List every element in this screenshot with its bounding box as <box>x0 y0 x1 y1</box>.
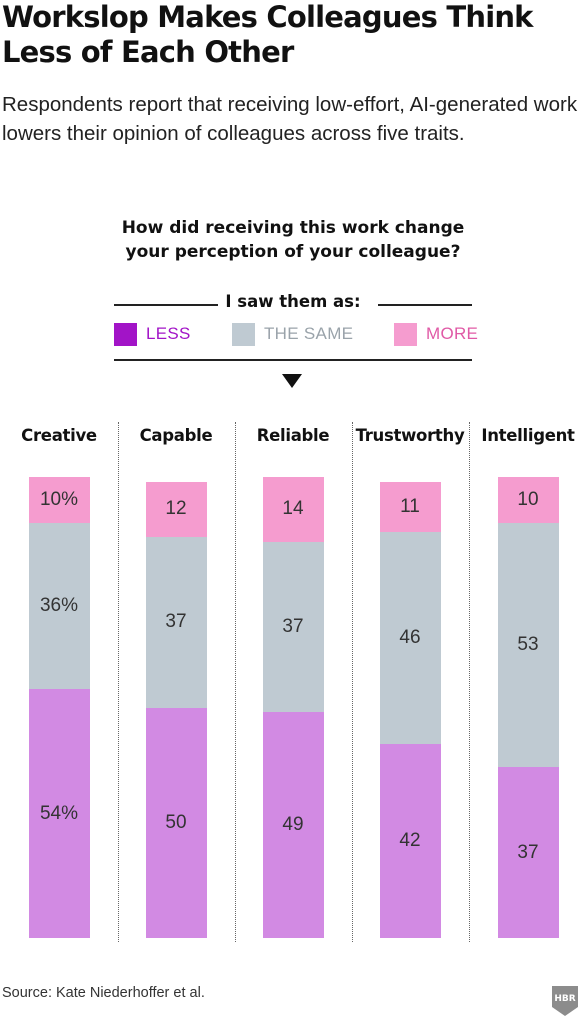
bar-segment-the-same <box>379 532 441 745</box>
legend-rule-left <box>114 304 218 306</box>
category-label-capable: Capable <box>139 426 213 445</box>
category-label-intelligent: Intelligent <box>481 426 575 445</box>
legend-swatch-more <box>394 322 417 346</box>
legend-item-less: LESS <box>114 322 191 346</box>
bar-segment-less <box>497 767 559 938</box>
bar-intelligent: 37 53 10 <box>497 477 559 938</box>
bar-trustworthy: 42 46 11 <box>379 477 441 938</box>
legend-item-more: MORE <box>394 322 478 346</box>
data-label: 14 <box>282 498 304 520</box>
source-note: Source: Kate Niederhoffer et al. <box>2 985 205 1001</box>
bar-segment-more <box>262 477 324 542</box>
hbr-logo: HBR <box>552 986 578 1016</box>
category-divider <box>352 422 353 942</box>
data-label: 37 <box>517 841 539 863</box>
down-arrow-icon <box>282 374 302 388</box>
bar-capable: 50 37 12 <box>145 477 207 938</box>
data-label: 42 <box>399 830 421 852</box>
data-label: 53 <box>517 634 539 656</box>
bar-segment-less <box>28 689 90 938</box>
bar-segment-the-same <box>145 536 207 708</box>
legend-label-more: MORE <box>426 324 479 343</box>
bar-segment-the-same <box>262 541 324 713</box>
category-label-trustworthy: Trustworthy <box>355 426 465 445</box>
bar-segment-the-same <box>497 523 559 768</box>
legend-label-less: LESS <box>146 324 191 343</box>
data-label: 10 <box>517 489 539 511</box>
data-label: 12 <box>165 498 187 520</box>
data-label: 46 <box>399 627 421 649</box>
bar-creative: 54% 36% 10% <box>28 477 90 938</box>
data-label: 37 <box>282 615 304 637</box>
bar-segment-more <box>145 481 207 537</box>
svg-text:HBR: HBR <box>554 994 575 1004</box>
legend-swatch-less <box>114 322 137 346</box>
bar-segment-more <box>497 477 559 524</box>
category-divider <box>469 422 470 942</box>
category-divider <box>118 422 119 942</box>
legend-item-same: THE SAME <box>232 322 353 346</box>
category-divider <box>235 422 236 942</box>
bar-segment-less <box>379 744 441 938</box>
data-label: 54% <box>39 802 79 824</box>
survey-question: How did receiving this work change your … <box>0 216 586 264</box>
bar-segment-less <box>262 712 324 938</box>
bar-segment-the-same <box>28 523 90 690</box>
data-label: 10% <box>39 489 79 511</box>
legend-swatch-same <box>232 322 255 346</box>
data-label: 49 <box>282 814 304 836</box>
bar-segment-more <box>28 477 90 524</box>
question-text: How did receiving this work change your … <box>121 218 465 262</box>
chart-title: Workslop Makes Colleagues Think Less of … <box>2 0 533 69</box>
legend-title: I saw them as: <box>225 292 361 311</box>
legend-label-same: THE SAME <box>264 324 354 343</box>
data-label: 11 <box>400 495 420 517</box>
bar-segment-more <box>379 481 441 533</box>
chart-subtitle: Respondents report that receiving low-ef… <box>2 93 578 145</box>
category-label-reliable: Reliable <box>256 426 330 445</box>
bar-reliable: 49 37 14 <box>262 477 324 938</box>
data-label: 50 <box>165 811 187 833</box>
legend-rule-bottom <box>114 359 472 361</box>
category-label-creative: Creative <box>21 426 97 445</box>
bar-segment-less <box>145 707 207 938</box>
data-label: 37 <box>165 611 187 633</box>
data-label: 36% <box>39 595 79 617</box>
legend-rule-right <box>378 304 472 306</box>
